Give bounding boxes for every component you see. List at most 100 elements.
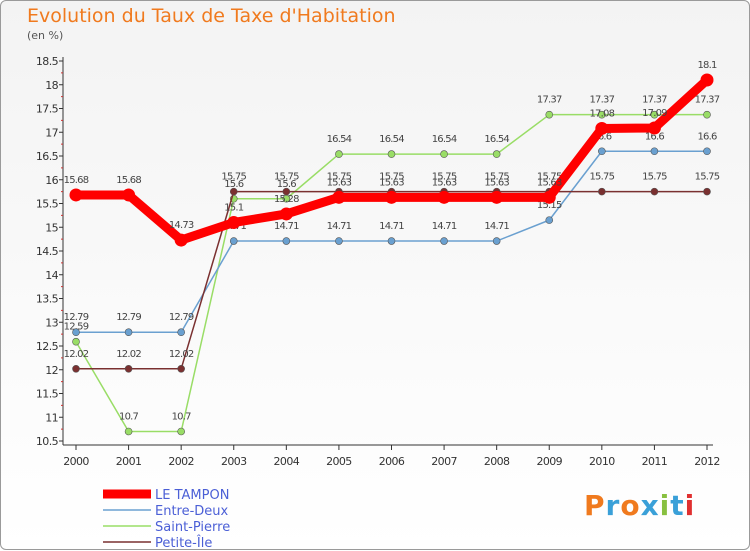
x-tick-label: 2004 (274, 455, 300, 468)
x-tick-label: 2009 (536, 455, 562, 468)
data-point-saint-pierre (335, 150, 343, 158)
brand-letter: P (584, 489, 606, 522)
x-tick-label: 2000 (63, 455, 89, 468)
data-label-petite-ile: 15.75 (642, 172, 667, 183)
data-label-petite-ile: 12.02 (169, 349, 194, 360)
data-label-saint-pierre: 16.54 (379, 134, 404, 145)
data-label-entre-deux: 16.6 (592, 131, 612, 142)
data-point-saint-pierre (545, 110, 554, 119)
chart-title: Evolution du Taux de Taxe d'Habitation (27, 5, 396, 27)
y-tick-label: 17 (45, 126, 58, 139)
data-label-le-tampon: 18.1 (697, 60, 717, 71)
data-point-petite-ile (598, 187, 606, 196)
data-point-entre-deux (545, 216, 554, 224)
data-label-entre-deux: 14.71 (327, 221, 352, 232)
y-tick-label: 14.5 (36, 245, 59, 258)
data-point-entre-deux (650, 147, 659, 156)
data-label-le-tampon: 15.63 (537, 177, 562, 188)
data-label-petite-ile: 15.75 (484, 172, 509, 183)
y-tick-label: 11 (45, 411, 58, 424)
data-label-saint-pierre: 16.54 (432, 134, 457, 145)
y-tick-label: 12 (45, 364, 58, 377)
data-label-le-tampon: 15.68 (64, 175, 89, 186)
data-label-entre-deux: 16.6 (697, 131, 717, 142)
brand-letter: x (640, 489, 660, 522)
data-point-saint-pierre (387, 150, 396, 158)
data-label-le-tampon: 15.1 (224, 203, 244, 214)
x-tick-label: 2006 (379, 455, 405, 468)
data-label-entre-deux: 14.71 (274, 221, 299, 232)
chart-subtitle: (en %) (27, 29, 64, 42)
x-tick-label: 2005 (326, 455, 352, 468)
brand-letter: i (659, 489, 671, 522)
data-point-le-tampon (332, 190, 346, 204)
legend-label-petite-ile: Petite-Île (155, 535, 212, 551)
data-point-le-tampon (122, 188, 136, 202)
brand-letter: r (605, 489, 621, 522)
x-tick-label: 2011 (642, 455, 668, 468)
y-tick-label: 16 (45, 174, 58, 187)
data-point-entre-deux (229, 237, 238, 245)
data-label-le-tampon: 14.73 (169, 220, 194, 231)
series-saint-pierre: 12.59 10.7 10.7 15.6 15.6 16.54 16.54 16.54 16.5… (64, 95, 721, 436)
data-point-saint-pierre (650, 110, 659, 119)
data-point-petite-ile (177, 364, 185, 373)
y-tick-label: 12.5 (36, 340, 59, 353)
series-line-petite-ile (75, 190, 708, 370)
data-point-petite-ile (282, 187, 291, 196)
data-label-entre-deux: 14.71 (484, 221, 509, 232)
data-point-entre-deux (335, 237, 343, 245)
data-label-petite-ile: 15.75 (695, 172, 720, 183)
x-tick-label: 2003 (221, 455, 247, 468)
y-tick-label: 18 (45, 79, 58, 92)
data-label-petite-ile: 12.02 (116, 349, 141, 360)
data-point-saint-pierre (124, 427, 133, 436)
data-label-entre-deux: 15.15 (537, 200, 562, 211)
x-tick-label: 2007 (431, 455, 457, 468)
y-tick-label: 10.5 (36, 435, 59, 448)
data-label-entre-deux: 14.71 (379, 221, 404, 232)
data-point-saint-pierre (703, 110, 711, 119)
data-label-saint-pierre: 16.54 (484, 134, 509, 145)
data-label-saint-pierre: 10.7 (119, 412, 139, 423)
y-tick-label: 13 (45, 316, 58, 329)
data-label-saint-pierre: 17.37 (695, 95, 720, 106)
legend-label-entre-deux: Entre-Deux (155, 504, 229, 519)
data-point-le-tampon (227, 216, 241, 229)
x-tick-label: 2001 (116, 455, 142, 468)
data-label-le-tampon: 15.63 (432, 177, 457, 188)
data-label-le-tampon: 17.08 (590, 108, 615, 119)
data-label-saint-pierre: 17.37 (642, 95, 667, 106)
brand-letter: i (684, 489, 696, 522)
data-label-petite-ile: 15.75 (537, 172, 562, 183)
data-point-entre-deux (440, 237, 448, 245)
data-point-saint-pierre (177, 427, 185, 436)
y-tick-label: 15.5 (36, 198, 59, 211)
legend-label-le-tampon: LE TAMPON (155, 488, 229, 503)
y-tick-label: 18.5 (36, 55, 59, 68)
data-point-petite-ile (650, 187, 659, 196)
data-label-le-tampon: 17.09 (642, 108, 667, 119)
data-point-le-tampon (647, 121, 661, 135)
data-label-entre-deux: 12.79 (64, 312, 89, 323)
data-label-saint-pierre: 12.59 (64, 322, 89, 333)
data-point-entre-deux (124, 328, 133, 337)
data-label-petite-ile: 15.75 (274, 172, 299, 183)
data-point-le-tampon (385, 190, 398, 204)
data-point-petite-ile (72, 364, 80, 373)
data-label-entre-deux: 14.71 (432, 221, 457, 232)
data-label-le-tampon: 15.63 (484, 177, 509, 188)
data-point-petite-ile (703, 187, 711, 196)
y-tick-label: 16.5 (36, 150, 59, 163)
data-point-saint-pierre (72, 337, 80, 346)
y-tick-label: 17.5 (36, 103, 59, 116)
brand-letter: o (620, 489, 641, 522)
data-point-petite-ile (124, 364, 133, 373)
data-label-saint-pierre: 15.6 (224, 179, 244, 190)
data-label-petite-ile: 12.02 (64, 349, 89, 360)
x-tick-label: 2010 (589, 455, 615, 468)
data-point-le-tampon (595, 121, 609, 135)
series-petite-ile: 12.02 12.02 12.02 15.75 15.75 15.75 15.75 15.75… (64, 172, 721, 373)
data-point-entre-deux (387, 237, 396, 245)
